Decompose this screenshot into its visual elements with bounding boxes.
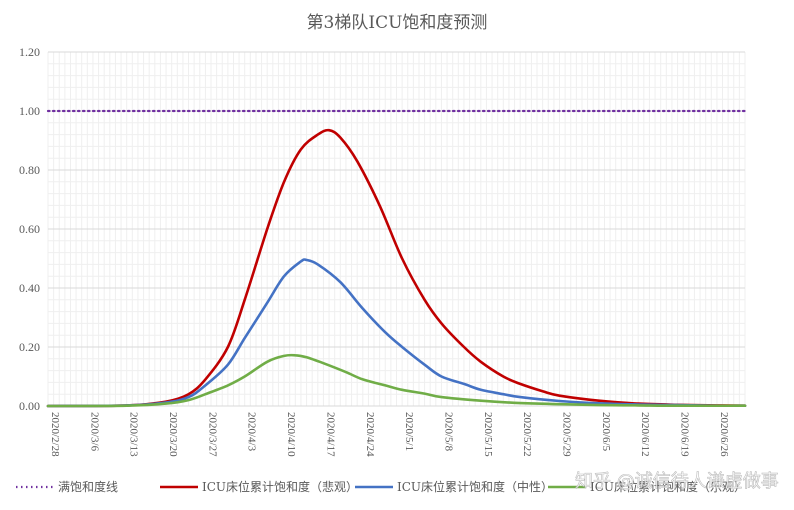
- x-tick-label: 2020/5/29: [561, 412, 573, 457]
- y-tick-label: 0.20: [19, 340, 40, 354]
- legend-label-1: ICU床位累计饱和度（悲观）: [202, 479, 358, 494]
- plot-grid: [47, 51, 746, 407]
- y-tick-label: 0.80: [19, 163, 40, 177]
- x-tick-label: 2020/3/20: [167, 412, 179, 457]
- series-line-3: [46, 353, 747, 408]
- legend: 满饱和度线 ICU床位累计饱和度（悲观） ICU床位累计饱和度（中性） ICU床位累计…: [16, 479, 746, 494]
- y-tick-label: 0.60: [19, 222, 40, 236]
- series-lines: [46, 109, 747, 408]
- x-tick-label: 2020/5/22: [521, 412, 533, 457]
- series-line-2: [46, 258, 747, 408]
- y-tick-label: 0.00: [19, 399, 40, 413]
- x-tick-label: 2020/3/13: [128, 412, 140, 457]
- legend-label-3: ICU床位累计饱和度（乐观）: [590, 479, 746, 494]
- x-axis-ticks: 2020/2/28 2020/3/6 2020/3/13 2020/3/20 2020/…: [49, 412, 730, 457]
- y-tick-label: 1.00: [19, 104, 40, 118]
- x-tick-label: 2020/6/12: [639, 412, 651, 457]
- legend-label-0: 满饱和度线: [58, 479, 118, 494]
- y-tick-label: 1.20: [19, 45, 40, 59]
- y-tick-label: 0.40: [19, 281, 40, 295]
- x-tick-label: 2020/4/17: [324, 412, 336, 457]
- x-tick-label: 2020/5/8: [442, 412, 454, 452]
- x-tick-label: 2020/4/24: [364, 412, 376, 457]
- x-tick-label: 2020/6/19: [679, 412, 691, 457]
- x-tick-label: 2020/4/3: [246, 412, 258, 452]
- x-tick-label: 2020/3/27: [206, 412, 218, 457]
- x-tick-label: 2020/2/28: [49, 412, 61, 457]
- watermark: 知乎 @诚信待人谦虚做事: [575, 471, 779, 492]
- x-tick-label: 2020/6/26: [718, 412, 730, 457]
- chart-title: 第3梯队ICU饱和度预测: [307, 13, 488, 33]
- x-tick-label: 2020/5/15: [482, 412, 494, 457]
- y-axis-ticks: 0.00 0.20 0.40 0.60 0.80 1.00 1.20: [19, 45, 40, 413]
- x-tick-label: 2020/6/5: [600, 412, 612, 452]
- x-tick-label: 2020/4/10: [285, 412, 297, 457]
- x-tick-label: 2020/5/1: [403, 412, 415, 451]
- legend-label-2: ICU床位累计饱和度（中性）: [397, 479, 553, 494]
- series-line-1: [46, 128, 747, 408]
- x-tick-label: 2020/3/6: [88, 412, 100, 452]
